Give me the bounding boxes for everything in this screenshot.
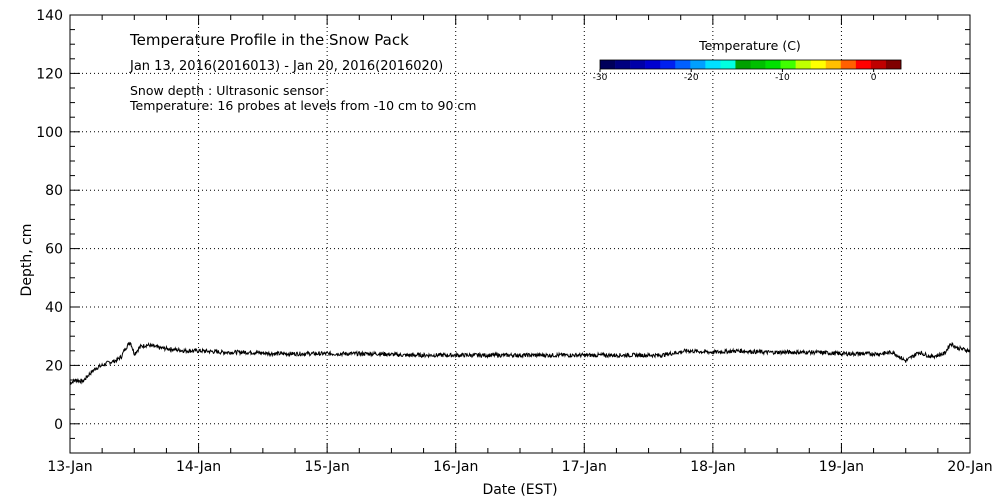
- colorbar-swatch: [735, 60, 751, 69]
- colorbar-swatch: [840, 60, 857, 69]
- chart-subtitle: Jan 13, 2016(2016013) - Jan 20, 2016(201…: [129, 59, 443, 74]
- colorbar-swatch: [645, 60, 661, 69]
- x-axis-label: Date (EST): [482, 482, 557, 498]
- colorbar-swatch: [690, 60, 706, 69]
- colorbar-swatch: [855, 60, 872, 69]
- colorbar: Temperature (C) -30 -20 -10 0: [593, 38, 902, 83]
- y-axis-label: Depth, cm: [19, 224, 35, 297]
- tick-labels: 13-Jan 14-Jan 15-Jan 16-Jan 17-Jan 18-Jan 19-J…: [36, 8, 992, 475]
- x-tick-label: 16-Jan: [433, 459, 478, 475]
- colorbar-swatch: [630, 60, 646, 69]
- colorbar-swatch: [825, 60, 842, 69]
- colorbar-swatch: [615, 60, 631, 69]
- colorbar-swatch: [810, 60, 827, 69]
- series-layer: [69, 341, 971, 386]
- colorbar-tick-label: -20: [684, 73, 699, 83]
- y-tick-label: 120: [36, 66, 63, 82]
- colorbar-swatch: [675, 60, 691, 69]
- x-tick-label: 18-Jan: [690, 459, 735, 475]
- colorbar-tick-label: 0: [871, 73, 877, 83]
- colorbar-swatch: [795, 60, 811, 69]
- y-tick-label: 80: [45, 183, 63, 199]
- x-tick-label: 15-Jan: [305, 459, 350, 475]
- colorbar-swatch: [660, 60, 676, 69]
- colorbar-swatch: [765, 60, 781, 69]
- x-tick-label: 17-Jan: [562, 459, 607, 475]
- y-tick-label: 140: [36, 8, 63, 24]
- annotation-temperature: Temperature: 16 probes at levels from -1…: [129, 98, 476, 113]
- colorbar-swatches: [599, 59, 902, 70]
- y-tick-label: 0: [54, 417, 63, 433]
- colorbar-swatch: [870, 60, 887, 69]
- tick-marks: [69, 14, 971, 454]
- y-tick-label: 60: [45, 242, 63, 258]
- colorbar-swatch: [705, 60, 721, 69]
- colorbar-tick-label: -30: [593, 73, 608, 83]
- plot-frame: [69, 14, 971, 454]
- x-tick-label: 20-Jan: [947, 459, 992, 475]
- x-tick-label: 14-Jan: [176, 459, 221, 475]
- x-tick-label: 19-Jan: [819, 459, 864, 475]
- colorbar-frame: [599, 59, 902, 70]
- colorbar-swatch: [780, 60, 796, 69]
- y-tick-label: 40: [45, 300, 63, 316]
- colorbar-title: Temperature (C): [698, 38, 801, 53]
- chart-title: Temperature Profile in the Snow Pack: [129, 31, 409, 49]
- annotation-snow-depth: Snow depth : Ultrasonic sensor: [130, 83, 325, 98]
- snow-depth-line: [69, 341, 971, 386]
- colorbar-ticks: -30 -20 -10 0: [593, 69, 877, 83]
- colorbar-swatch: [720, 60, 736, 69]
- colorbar-swatch: [600, 60, 616, 69]
- grid-lines: [70, 15, 970, 453]
- colorbar-swatch: [750, 60, 766, 69]
- y-tick-label: 20: [45, 358, 63, 374]
- colorbar-swatch: [885, 60, 902, 69]
- y-tick-label: 100: [36, 125, 63, 141]
- x-tick-label: 13-Jan: [47, 459, 92, 475]
- colorbar-tick-label: -10: [775, 73, 790, 83]
